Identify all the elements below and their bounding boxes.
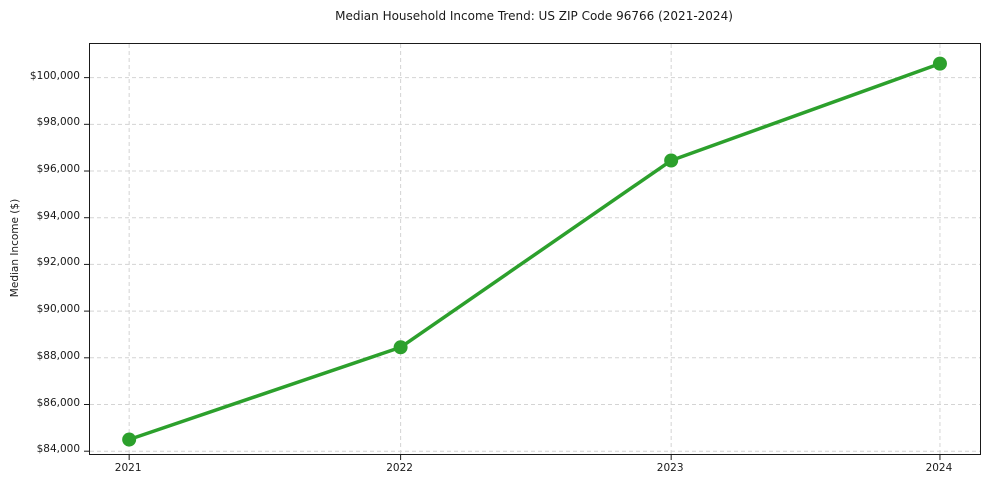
y-tick-label: $100,000 xyxy=(29,69,80,82)
data-point-marker xyxy=(932,56,947,71)
x-tick-label: 2024 xyxy=(925,462,953,474)
y-tick-label: $98,000 xyxy=(36,116,80,129)
chart-title: Median Household Income Trend: US ZIP Co… xyxy=(335,9,733,23)
data-point-marker xyxy=(393,340,408,355)
y-tick-label: $86,000 xyxy=(36,396,80,409)
y-tick-label: $88,000 xyxy=(36,349,80,362)
plot-area xyxy=(84,43,981,460)
y-tick-label: $84,000 xyxy=(36,443,80,456)
x-tick-label: 2022 xyxy=(386,462,413,474)
y-tick-label: $96,000 xyxy=(36,163,80,176)
y-tick-label: $94,000 xyxy=(36,209,80,222)
x-tick-label: 2021 xyxy=(114,462,142,474)
x-tick-label: 2023 xyxy=(656,462,684,474)
y-tick-label: $92,000 xyxy=(36,256,80,269)
data-point-marker xyxy=(664,153,679,168)
y-tick-label: $90,000 xyxy=(36,303,80,316)
data-point-marker xyxy=(122,432,137,447)
plot-svg xyxy=(84,44,980,460)
series-line xyxy=(127,61,942,442)
